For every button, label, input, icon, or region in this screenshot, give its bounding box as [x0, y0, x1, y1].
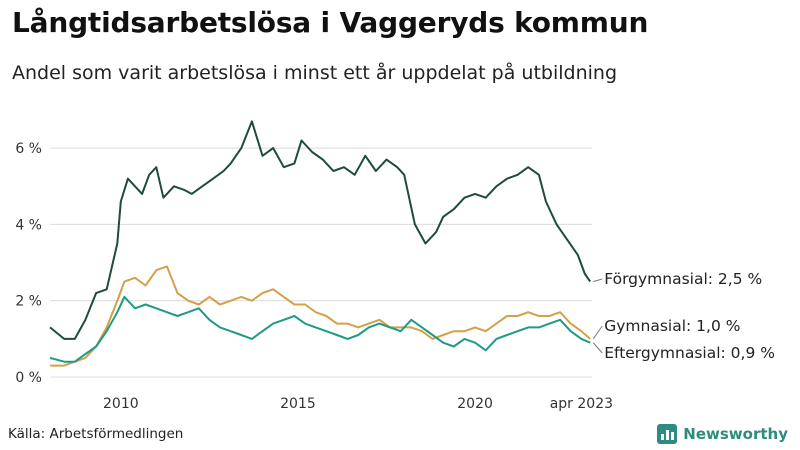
end-label-förgymnasial: Förgymnasial: 2,5 %: [604, 270, 762, 288]
series-line-förgymnasial: [49, 120, 592, 340]
gridlines: [50, 147, 592, 378]
newsworthy-logo: Newsworthy: [657, 424, 788, 444]
x-tick-label: apr 2023: [550, 396, 613, 412]
x-axis-ticks: 2010 2015 2020 apr 2023: [103, 396, 613, 412]
series-line-gymnasial: [50, 265, 591, 367]
label-leader: [593, 278, 603, 283]
x-tick-label: 2010: [103, 396, 139, 412]
logo-text: Newsworthy: [683, 425, 788, 443]
y-tick-label: 0 %: [15, 370, 42, 386]
series-end-labels: Förgymnasial: 2,5 % Gymnasial: 1,0 % Efter…: [592, 270, 775, 362]
chart-subtitle: Andel som varit arbetslösa i minst ett å…: [12, 62, 618, 84]
chart-title: Långtidsarbetslösa i Vaggeryds kommun: [12, 6, 649, 39]
y-axis-ticks: 0 % 2 % 4 % 6 %: [15, 141, 42, 386]
source-note: Källa: Arbetsförmedlingen: [8, 426, 184, 442]
label-leader: [592, 342, 603, 354]
y-tick-label: 2 %: [15, 294, 42, 310]
end-label-eftergymnasial: Eftergymnasial: 0,9 %: [604, 344, 775, 362]
label-leader: [592, 325, 603, 340]
y-tick-label: 6 %: [15, 141, 42, 157]
x-tick-label: 2020: [457, 396, 493, 412]
bar-chart-icon: [657, 424, 678, 444]
x-tick-label: 2015: [280, 396, 316, 412]
series-line-eftergymnasial: [49, 295, 591, 363]
y-tick-label: 4 %: [15, 217, 42, 233]
end-label-gymnasial: Gymnasial: 1,0 %: [604, 317, 740, 335]
series-lines: [49, 120, 592, 367]
